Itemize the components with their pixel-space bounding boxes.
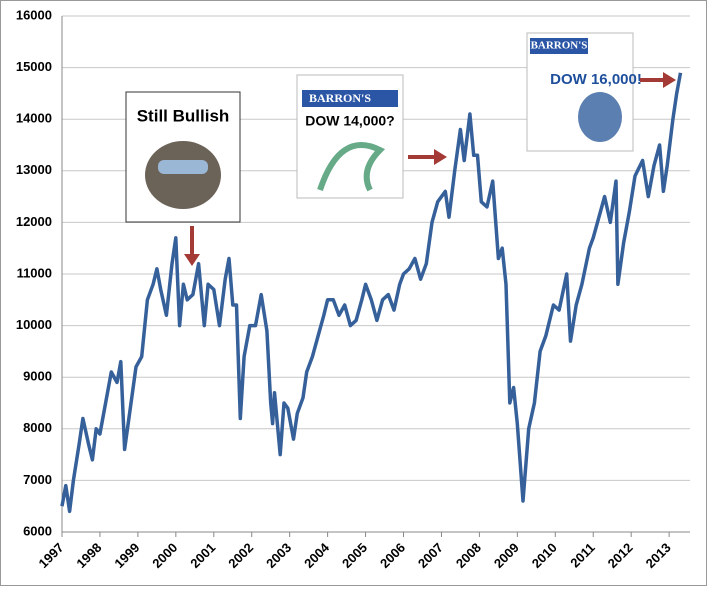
y-tick-label: 9000 (23, 369, 52, 384)
cover-title: DOW 16,000! (550, 71, 642, 88)
rollercoaster (317, 142, 386, 192)
cover-dow-14000: BARRON'S DOW 14,000? (296, 74, 404, 199)
bull-glasses (158, 160, 208, 174)
cover-masthead-text: BARRON'S (309, 91, 371, 105)
y-tick-label: 13000 (16, 162, 52, 177)
y-tick-label: 6000 (23, 523, 52, 538)
bull-illustration (145, 141, 221, 209)
cover-masthead (530, 38, 588, 54)
y-tick-label: 8000 (23, 420, 52, 435)
cover-title: DOW 14,000? (305, 113, 394, 129)
bull-illustration (578, 92, 622, 142)
cover-title: Still Bullish (137, 106, 230, 125)
line-series (60, 72, 683, 514)
arrows (184, 72, 676, 266)
y-tick-label: 12000 (16, 214, 52, 229)
y-tick-label: 11000 (17, 265, 52, 280)
cover-masthead (302, 90, 398, 107)
arrow-head (184, 254, 200, 266)
cover-dow-16000: BARRON'S DOW 16,000! (526, 32, 642, 152)
y-tick-label: 7000 (23, 472, 52, 487)
arrow-head (663, 72, 676, 88)
cover-masthead-text: BARRON'S (531, 40, 588, 52)
y-tick-label: 10000 (16, 317, 52, 332)
arrow-head (434, 149, 447, 165)
y-tick-label: 14000 (16, 111, 52, 126)
y-tick-label: 16000 (16, 7, 52, 22)
cover-still-bullish: Still Bullish (125, 91, 241, 223)
y-tick-label: 15000 (16, 59, 52, 74)
